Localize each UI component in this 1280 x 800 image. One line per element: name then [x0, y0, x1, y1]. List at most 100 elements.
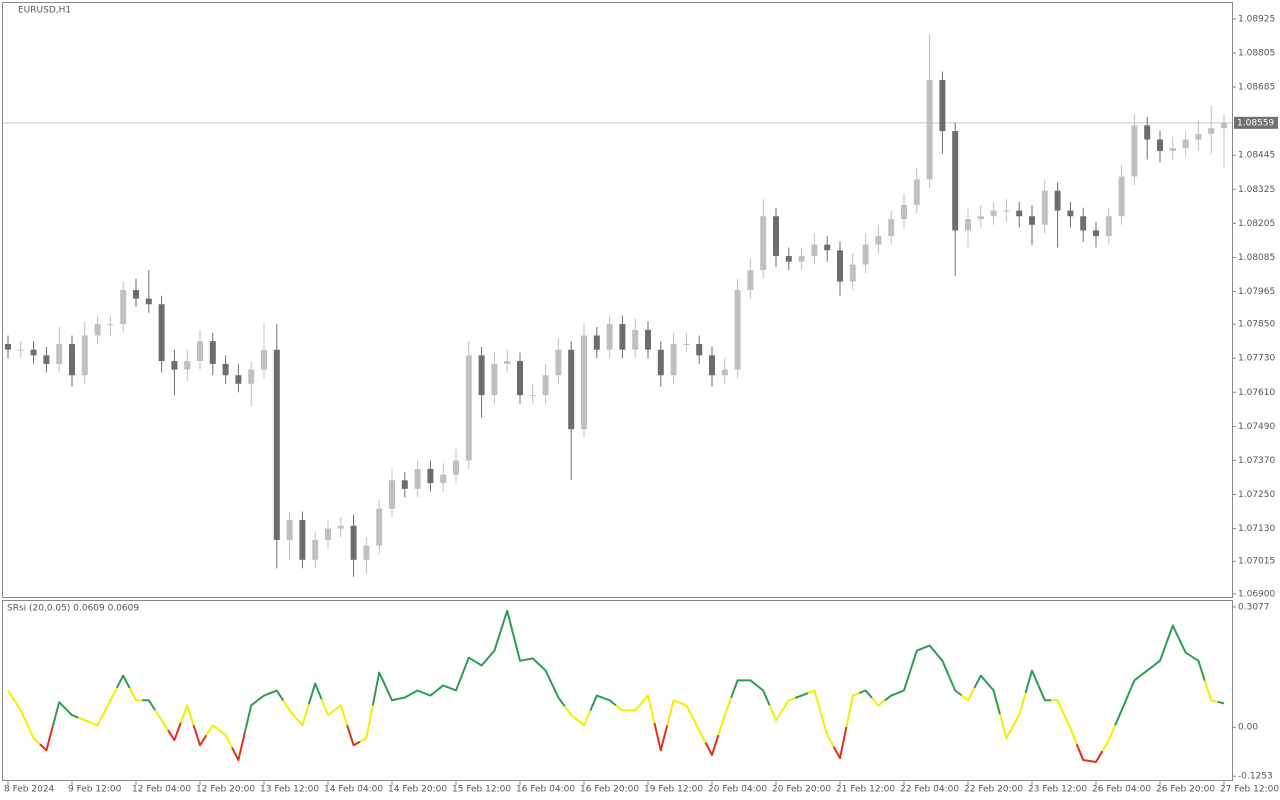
x-tick-label: 26 Feb 04:00 [1092, 785, 1151, 795]
indicator-line [398, 693, 412, 700]
current-price-tag [1234, 116, 1278, 129]
indicator-line [960, 687, 976, 702]
candle-body [657, 349, 664, 376]
candle-body [209, 341, 216, 364]
indicator-line [704, 734, 720, 756]
indicator-line [461, 656, 476, 675]
candle-body [1131, 125, 1138, 177]
indicator-line [346, 724, 361, 747]
y-tick-label: 1.07015 [1238, 557, 1275, 567]
candle-body [517, 361, 523, 396]
indicator-line [768, 704, 784, 722]
x-tick-label: 12 Feb 20:00 [196, 785, 255, 795]
indicator-line [256, 692, 271, 702]
candle-body [645, 329, 651, 350]
indicator-line [819, 712, 835, 748]
indicator-line [39, 726, 54, 752]
candle-body [414, 468, 421, 489]
indicator-line [13, 699, 29, 725]
candle-body [1105, 216, 1112, 237]
candle-body [427, 468, 434, 484]
indicator-line [436, 684, 450, 692]
candle-body [107, 324, 114, 326]
candle-body [1208, 128, 1215, 134]
indicator-line [1127, 674, 1142, 696]
candle-body [30, 349, 37, 356]
x-tick-label: 14 Feb 20:00 [388, 785, 447, 795]
y-tick-label: 1.08085 [1238, 253, 1275, 263]
candle-body [478, 355, 485, 396]
indicator-line [154, 709, 169, 731]
candle-body [222, 363, 229, 376]
candle-body [926, 79, 933, 180]
indicator-line [142, 699, 157, 711]
indicator-title: SRsi (20,0.05) 0.0609 0.0609 [7, 604, 139, 614]
x-tick-label: 23 Feb 12:00 [1028, 785, 1087, 795]
indicator-line [7, 689, 16, 702]
indicator-line [653, 722, 669, 752]
y-tick-label: -0.1253 [1238, 772, 1273, 782]
candle-body [619, 324, 626, 350]
indicator-line [538, 663, 553, 685]
indicator-line [1089, 750, 1104, 764]
candle-body [69, 344, 75, 376]
y-tick-label: 1.07370 [1238, 456, 1275, 466]
indicator-line [679, 701, 694, 719]
candle-body [440, 474, 447, 484]
candle-body [261, 349, 267, 370]
indicator-line [640, 694, 656, 724]
candle-body [1221, 122, 1227, 129]
x-tick-label: 26 Feb 20:00 [1156, 785, 1215, 795]
candle-body [325, 528, 331, 540]
indicator-line [487, 630, 502, 659]
y-tick-label: 1.07610 [1238, 388, 1275, 398]
candle-body [158, 304, 165, 362]
candle-body [721, 369, 728, 376]
x-tick-label: 15 Feb 12:00 [452, 785, 511, 795]
x-tick-label: 8 Feb 2024 [4, 785, 55, 795]
indicator-line [231, 732, 246, 762]
indicator-line [371, 671, 387, 706]
x-tick-label: 19 Feb 12:00 [644, 785, 703, 795]
y-tick-label: 0.3077 [1238, 602, 1270, 612]
indicator-line [947, 675, 963, 697]
indicator-line [307, 682, 323, 705]
candle-body [94, 324, 101, 336]
candle-body [952, 131, 959, 231]
x-tick-label: 21 Feb 12:00 [836, 785, 895, 795]
candle-body [5, 344, 11, 350]
indicator-line [935, 652, 950, 677]
candle-body [145, 298, 152, 305]
indicator-line [884, 692, 898, 702]
y-tick-label: 1.07130 [1238, 524, 1275, 534]
y-tick-label: 1.08325 [1238, 185, 1275, 195]
candle-body [197, 341, 203, 362]
indicator-line [551, 683, 566, 707]
candle-body [632, 329, 639, 350]
candle-body [747, 270, 754, 291]
indicator-line [270, 689, 285, 702]
indicator-line [128, 687, 143, 702]
candle-body [17, 349, 24, 351]
candle-body [184, 361, 191, 370]
y-tick-label: 1.06900 [1238, 589, 1275, 599]
x-tick-label: 13 Feb 12:00 [260, 785, 319, 795]
candle-body [350, 525, 357, 560]
indicator-line [1165, 624, 1181, 644]
x-tick-label: 20 Feb 20:00 [772, 785, 831, 795]
indicator-panel [2, 600, 1233, 781]
candle-body [875, 236, 882, 245]
candle-body [1029, 216, 1035, 225]
indicator-line [1114, 694, 1129, 726]
indicator-line [1075, 743, 1090, 763]
y-tick-label: 1.08205 [1238, 219, 1275, 229]
y-tick-label: 1.07250 [1238, 490, 1275, 500]
indicator-line [589, 694, 604, 711]
y-tick-label: 1.07490 [1238, 422, 1275, 432]
indicator-line [423, 689, 438, 697]
y-tick-label: 1.08925 [1238, 14, 1275, 24]
y-tick-label: 1.08805 [1238, 48, 1275, 58]
y-tick-label: 1.08685 [1238, 83, 1275, 93]
indicator-line [1051, 699, 1065, 715]
indicator-line [744, 679, 758, 687]
